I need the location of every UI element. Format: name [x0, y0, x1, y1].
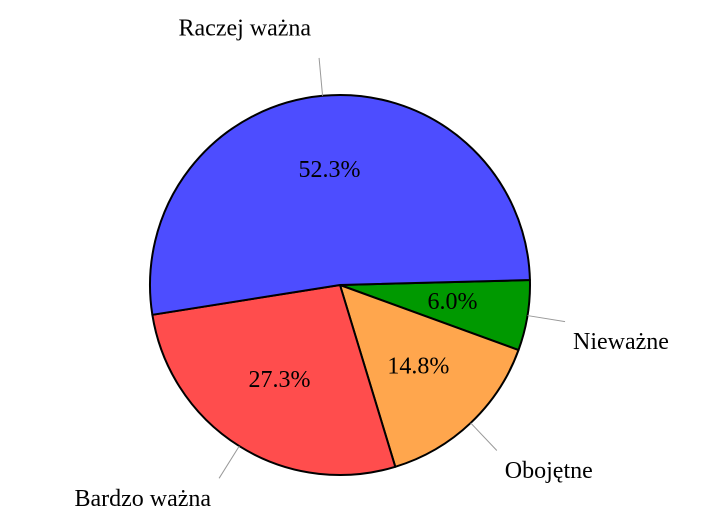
category-label: Raczej ważna: [179, 15, 312, 41]
value-label: 6.0%: [428, 289, 478, 315]
leader-line: [527, 315, 566, 323]
category-label: Nieważne: [573, 329, 669, 355]
value-label: 14.8%: [387, 353, 449, 379]
leader-line: [218, 445, 240, 479]
leader-line: [470, 422, 498, 451]
category-label: Obojętne: [505, 458, 593, 484]
value-label: 27.3%: [249, 367, 311, 393]
pie-slice: [151, 284, 397, 476]
pie-slice: [149, 93, 531, 316]
value-label: 52.3%: [299, 157, 361, 183]
category-label: Bardzo ważna: [74, 486, 211, 512]
leader-line: [318, 57, 324, 96]
